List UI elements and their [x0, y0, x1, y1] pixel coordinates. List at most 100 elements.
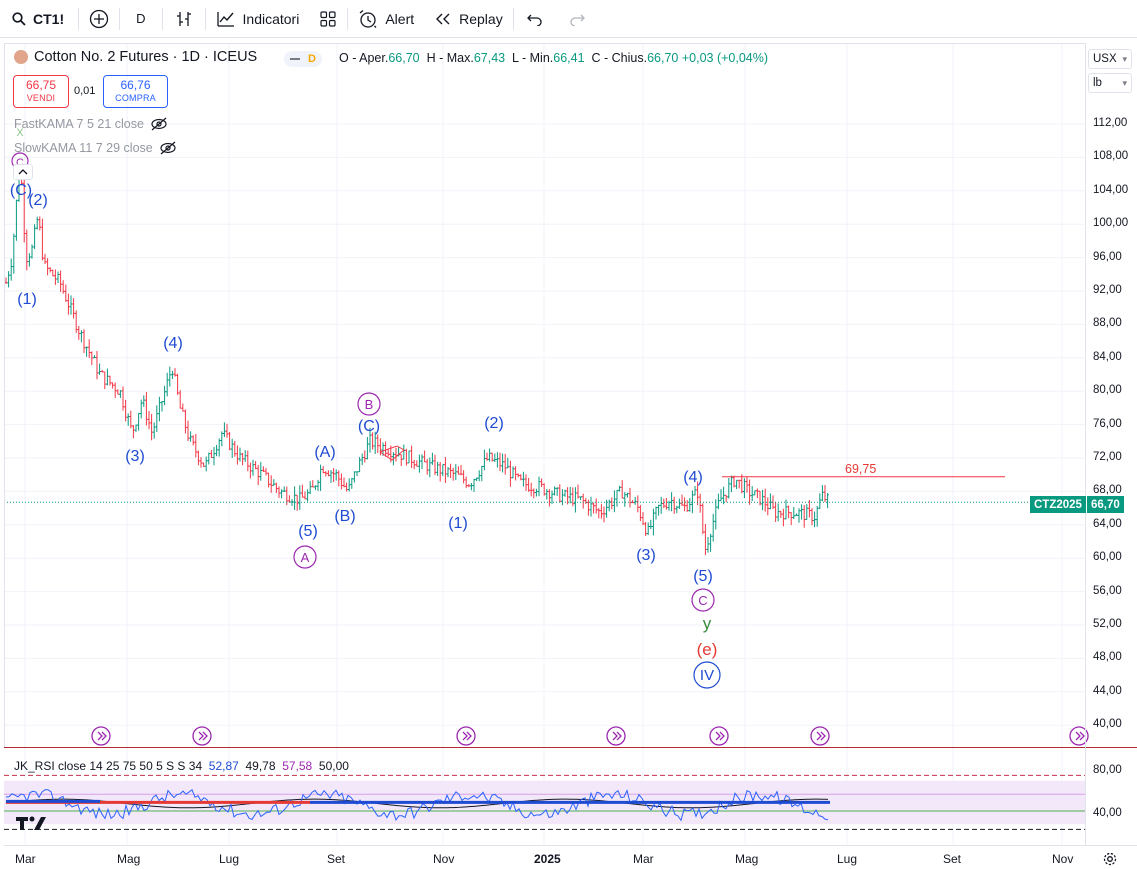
- ohlc-bar: [243, 450, 247, 462]
- unit-selector[interactable]: lb ▾: [1088, 73, 1132, 93]
- event-marker-arrow: [816, 731, 822, 741]
- wave-label-2: (2): [28, 192, 48, 209]
- ohlc-bar: [139, 399, 143, 419]
- ohlc-bar: [683, 497, 686, 512]
- ohlc-bar: [425, 458, 429, 475]
- top-toolbar: CT1! D Indicatori Alert Replay: [0, 0, 1137, 38]
- ohlc-bar: [470, 483, 473, 491]
- replay-button[interactable]: Replay: [424, 0, 513, 38]
- indicators-button[interactable]: Indicatori: [206, 0, 310, 38]
- ohlc-bar: [769, 493, 772, 510]
- undo-button[interactable]: [514, 0, 556, 38]
- wave-label-top-c: C: [16, 157, 24, 169]
- ohlc-bar: [789, 512, 793, 526]
- wave-label-minor-4: (4): [683, 469, 703, 486]
- compare-symbol-button[interactable]: [79, 0, 119, 38]
- ohlc-bar: [293, 486, 296, 510]
- rsi-signal-line: [5, 798, 829, 809]
- settings-gear-icon[interactable]: [1102, 851, 1118, 867]
- ohlc-bar: [784, 499, 788, 520]
- fastkama-legend[interactable]: FastKAMA 7 5 21 close: [14, 117, 168, 131]
- ohlc-bar: [145, 391, 148, 426]
- ohlc-bar: [43, 253, 47, 265]
- collapse-legend-button[interactable]: [13, 164, 33, 180]
- ohlc-bar: [680, 494, 684, 506]
- rsi-legend[interactable]: JK_RSI close 14 25 75 50 5 S S 34 52,87 …: [14, 759, 349, 773]
- price-scale-label: 80,00: [1093, 384, 1122, 397]
- ohlc-bar: [111, 382, 114, 389]
- ohlc-bar: [116, 389, 120, 395]
- sell-button[interactable]: 66,75 VENDI: [13, 75, 69, 108]
- ohlc-bar: [347, 478, 351, 492]
- redo-button[interactable]: [556, 0, 598, 38]
- ohlc-bar: [459, 464, 463, 476]
- ohlc-bar: [462, 470, 465, 484]
- symbol-search-button[interactable]: CT1!: [0, 0, 78, 38]
- ohlc-bar: [423, 450, 426, 463]
- ohlc-bar: [124, 399, 127, 422]
- ohlc-bar: [41, 218, 44, 261]
- market-status-badge[interactable]: D: [284, 51, 322, 67]
- ohlc-bar: [652, 508, 655, 536]
- ohlc-bar: [748, 479, 751, 505]
- slowkama-legend[interactable]: SlowKAMA 11 7 29 close: [14, 141, 177, 155]
- buy-button[interactable]: 66,76 COMPRA: [103, 75, 168, 108]
- alarm-clock-icon: [359, 9, 377, 28]
- ohlc-bar: [334, 469, 338, 481]
- ohlc-bar: [763, 488, 767, 512]
- eye-off-icon[interactable]: [150, 117, 168, 131]
- ohlc-bar: [659, 496, 663, 514]
- eye-off-icon[interactable]: [159, 141, 177, 155]
- ohlc-bar: [743, 478, 746, 499]
- templates-button[interactable]: [309, 0, 347, 38]
- interval-button[interactable]: D: [120, 0, 161, 38]
- ohlc-bar: [813, 511, 816, 528]
- ohlc-bar: [407, 450, 411, 464]
- triangle-drawing: [379, 445, 405, 461]
- ohlc-bar: [217, 438, 221, 457]
- currency-selector[interactable]: USX ▾: [1088, 49, 1132, 69]
- ohlc-bar: [189, 431, 192, 442]
- wave-label-par-c: (C): [358, 418, 380, 435]
- ohlc-bar: [256, 464, 260, 486]
- ohlc-bar: [678, 498, 681, 509]
- low-value: 66,41: [553, 51, 585, 65]
- symbol-legend[interactable]: Cotton No. 2 Futures · 1D · ICEUS: [14, 49, 257, 65]
- interval-label: D: [136, 11, 146, 26]
- ohlc-bar: [386, 448, 390, 457]
- ohlc-bar: [701, 503, 705, 535]
- chart-type-button[interactable]: [163, 0, 205, 38]
- ohlc-bar: [280, 489, 283, 499]
- price-scale-label: 100,00: [1093, 217, 1129, 230]
- ohlc-bar: [38, 216, 42, 231]
- chart-overlay: 69,75xC(C)(2)(1)(4)(3)(5)A(A)(B)B(C)(1)(…: [4, 123, 1089, 746]
- time-axis-label: Mag: [117, 852, 141, 866]
- ohlc-bar: [438, 462, 442, 482]
- ohlc-bar: [444, 457, 447, 484]
- ohlc-bar: [810, 508, 814, 526]
- toolbar-divider: [204, 7, 206, 30]
- close-value: 66,70: [647, 51, 679, 65]
- unit-label: lb: [1093, 77, 1102, 89]
- wave-label-x: x: [17, 123, 24, 139]
- ohlc-bar: [303, 491, 307, 500]
- ohlc-bar: [360, 453, 364, 466]
- high-value: 67,43: [473, 51, 506, 65]
- ohlc-bar: [821, 485, 824, 502]
- ohlc-bar: [436, 461, 439, 476]
- wave-label-circ-c2-circle: [691, 588, 715, 612]
- ohlc-bar: [766, 497, 770, 516]
- price-scale-label: 108,00: [1093, 150, 1129, 163]
- ohlc-bar: [545, 488, 549, 500]
- price-scale-label: 104,00: [1093, 183, 1129, 196]
- ohlc-bar: [449, 463, 452, 478]
- chevron-down-icon: ▾: [1122, 53, 1127, 64]
- ohlc-bar: [618, 485, 621, 492]
- ohlc-bar: [654, 506, 658, 520]
- ohlc-bar: [514, 466, 517, 481]
- alert-button[interactable]: Alert: [348, 0, 424, 38]
- ohlc-bar: [818, 493, 822, 510]
- ohlc-bar: [87, 339, 91, 358]
- rsi-scale-label-80: 80,00: [1093, 764, 1122, 776]
